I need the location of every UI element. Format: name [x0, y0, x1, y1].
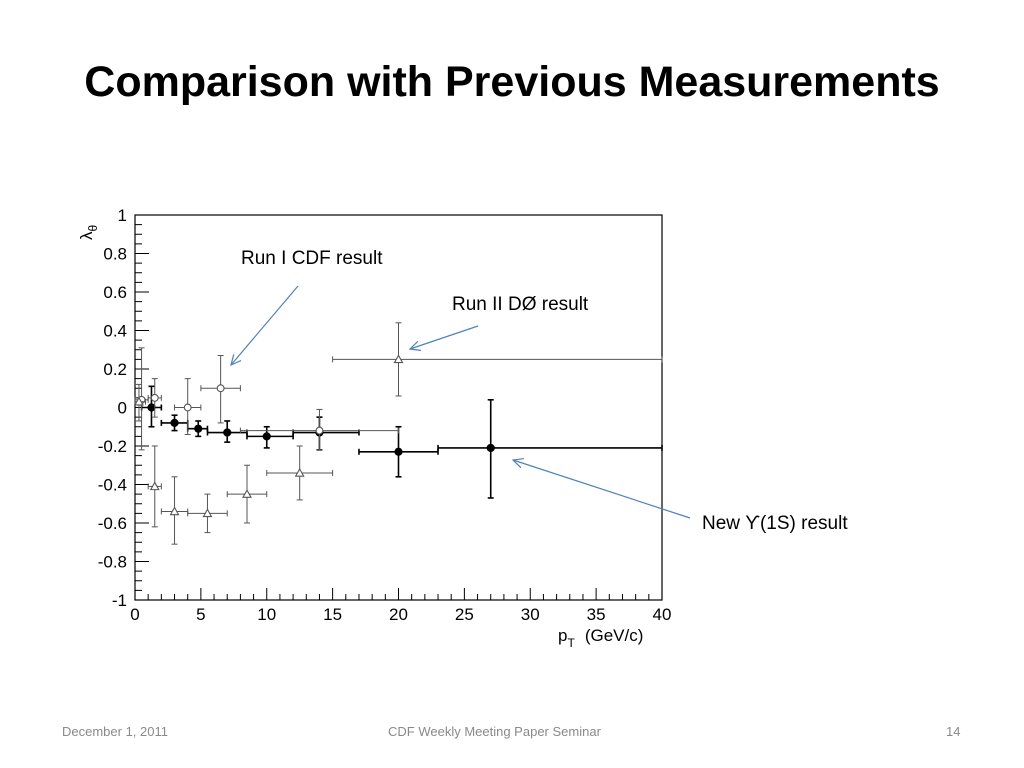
data-point — [393, 354, 404, 364]
footer-page: 14 — [946, 724, 961, 739]
data-point — [147, 403, 156, 412]
data-point — [183, 403, 192, 412]
y-tick-label: -0.6 — [98, 514, 127, 533]
y-tick-label: -0.4 — [98, 476, 127, 495]
y-tick-label: -1 — [112, 591, 127, 610]
x-tick-label: 25 — [455, 605, 474, 624]
x-tick-label: 35 — [587, 605, 606, 624]
data-point — [194, 424, 203, 433]
data-point — [150, 393, 159, 402]
x-axis-label: pT (GeV/c) — [558, 626, 643, 650]
y-tick-label: 0.4 — [103, 322, 127, 341]
y-tick-label: 1 — [118, 206, 127, 225]
data-point — [216, 384, 225, 393]
arrow-run2-head — [408, 340, 421, 351]
x-tick-label: 10 — [257, 605, 276, 624]
annotation-run1: Run I CDF result — [241, 248, 383, 269]
y-tick-label: 0.2 — [103, 360, 127, 379]
data-point — [223, 428, 232, 437]
arrow-run1-head — [230, 354, 242, 367]
y-tick-label: 0 — [118, 399, 127, 418]
data-marks — [134, 322, 663, 545]
axis-ticks — [134, 214, 663, 601]
arrow-new — [512, 459, 691, 519]
data-point — [315, 426, 324, 435]
data-point — [170, 418, 179, 427]
data-point — [169, 506, 180, 516]
data-point — [394, 447, 403, 456]
footer-center: CDF Weekly Meeting Paper Seminar — [388, 724, 601, 739]
series-open-triangle — [134, 322, 663, 545]
x-tick-label: 15 — [323, 605, 342, 624]
data-point — [486, 443, 495, 453]
y-tick-label: 0.6 — [103, 283, 127, 302]
x-tick-label: 20 — [389, 605, 408, 624]
y-tick-label: 0.8 — [103, 245, 127, 264]
arrow-new-head — [511, 457, 524, 469]
data-point — [202, 508, 213, 518]
annotation-new: New ϒ(1S) result — [702, 513, 848, 534]
data-point — [242, 488, 252, 498]
x-tick-label: 5 — [196, 605, 205, 624]
y-tick-label: -0.8 — [98, 553, 127, 572]
data-point — [149, 481, 160, 491]
arrow-run1 — [230, 285, 299, 366]
annotation-arrows — [230, 285, 691, 519]
y-tick-label: -0.2 — [98, 437, 127, 456]
x-tick-label: 0 — [130, 605, 139, 624]
plot-frame — [134, 214, 663, 601]
x-tick-label: 40 — [653, 605, 672, 624]
data-point — [134, 396, 144, 406]
y-axis-label: λθ — [77, 225, 100, 241]
axis-tick-labels: 0 5 10 15 20 25 30 35 40 -1 -0.8 -0.6 -0.4 -0.2 0 0.2 0.… — [98, 206, 672, 624]
x-tick-label: 30 — [521, 605, 540, 624]
footer-date: December 1, 2011 — [62, 724, 168, 739]
data-point — [294, 467, 305, 477]
annotation-run2: Run II DØ result — [452, 294, 589, 315]
slide-title: Comparison with Previous Measurements — [84, 58, 940, 106]
arrow-run2 — [409, 325, 479, 350]
series-filled-circle — [140, 385, 663, 499]
data-point — [262, 432, 271, 441]
